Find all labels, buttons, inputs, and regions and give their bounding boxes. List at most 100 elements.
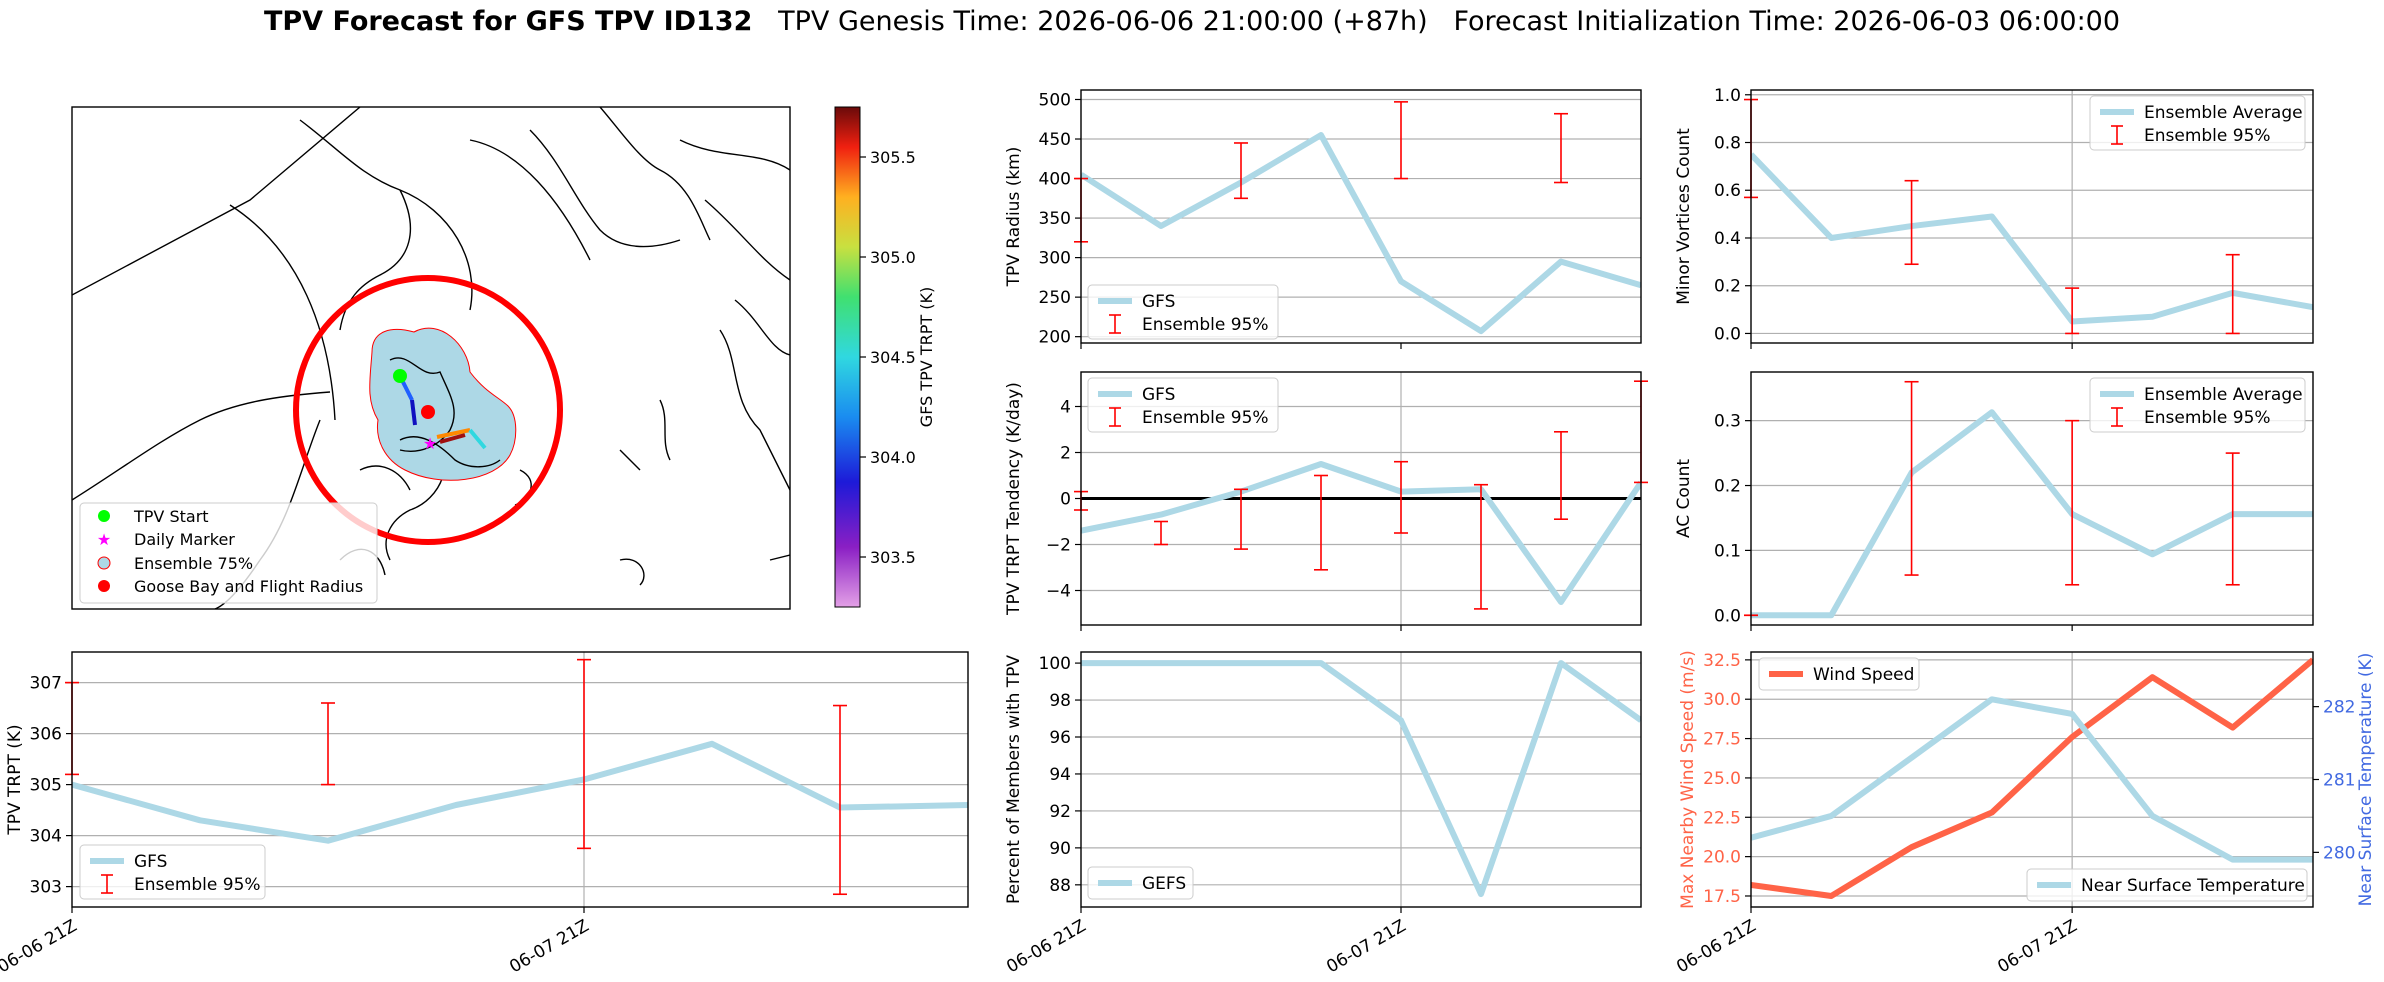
y-tick-label: 94 xyxy=(1049,765,1071,785)
legend: GFS Ensemble 95% xyxy=(1087,284,1279,340)
y-tick-label: 200 xyxy=(1039,328,1071,348)
y-right-axis-label: Near Surface Temperature (K) xyxy=(2356,653,2376,907)
x-tick-label: 06-06 21Z xyxy=(0,916,81,977)
y-tick-label: 4 xyxy=(1060,398,1071,418)
y-tick-label: 300 xyxy=(1039,249,1071,269)
axes-frame xyxy=(71,651,969,908)
legend-frame xyxy=(2089,95,2306,151)
tpv-start-marker xyxy=(393,369,407,383)
legend-frame xyxy=(1087,284,1279,340)
legend-temp: Near Surface Temperature xyxy=(2026,868,2308,902)
figure-title: TPV Forecast for GFS TPV ID132 TPV Genes… xyxy=(0,6,2384,37)
y-right-tick-label: 281 xyxy=(2323,771,2355,791)
y-tick-label: 0.3 xyxy=(1714,412,1741,432)
y-tick-label: 0.6 xyxy=(1714,181,1741,201)
series-line-0 xyxy=(1751,657,2313,899)
x-tick-label: 06-07 21Z xyxy=(1994,916,2080,977)
legend: GFS Ensemble 95% xyxy=(1087,377,1279,433)
axes-frame xyxy=(1080,651,1642,908)
y-tick-label: 98 xyxy=(1049,691,1071,711)
axes-frame xyxy=(1750,89,2314,344)
legend-frame xyxy=(79,844,266,900)
y-tick-label: 0 xyxy=(1060,490,1071,510)
series-line-0 xyxy=(1751,409,2313,619)
y-axis-label: Percent of Members with TPV xyxy=(1004,655,1024,904)
y-axis-label: TPV TRPT (K) xyxy=(5,724,25,835)
x-tick-label: 06-06 21Z xyxy=(1673,916,1759,977)
legend-goose-bay-icon xyxy=(98,580,110,592)
y-tick-label: 306 xyxy=(30,725,62,745)
legend: Ensemble Average Ensemble 95% xyxy=(2089,377,2306,433)
legend-label: Near Surface Temperature xyxy=(2081,876,2305,896)
legend-label: Ensemble 95% xyxy=(2144,408,2271,428)
y-tick-label: 303 xyxy=(30,878,62,898)
title-main: TPV Forecast for GFS TPV ID132 xyxy=(263,6,753,37)
legend-label: GFS xyxy=(134,852,167,872)
y-tick-label: 27.5 xyxy=(1703,730,1741,750)
y-tick-label: 0.2 xyxy=(1714,477,1741,497)
map-legend-item: Goose Bay and Flight Radius xyxy=(134,577,363,596)
y-tick-label: 92 xyxy=(1049,802,1071,822)
title-genesis: TPV Genesis Time: 2026-06-06 21:00:00 (+… xyxy=(778,6,1428,37)
y-tick-label: 22.5 xyxy=(1703,808,1741,828)
y-tick-label: 0.0 xyxy=(1714,606,1741,626)
chart-minor: 0.0 0.2 0.4 0.6 0.8 1.0 Minor Vortices Count En… xyxy=(1674,86,2314,349)
legend-label: GFS xyxy=(1142,385,1175,405)
legend-label: Ensemble 95% xyxy=(2144,126,2271,146)
tpv-track xyxy=(398,375,487,450)
y-axis-label: TPV Radius (km) xyxy=(1004,147,1024,288)
legend-label: Ensemble 95% xyxy=(1142,408,1269,428)
y-right-tick-label: 280 xyxy=(2323,843,2355,863)
axes-frame xyxy=(1750,371,2314,626)
map-legend-item: Daily Marker xyxy=(134,530,235,549)
y-tick-label: 100 xyxy=(1039,654,1071,674)
colorbar-tick-label: 303.5 xyxy=(870,548,916,567)
colorbar: 303.5 304.0 304.5 305.0 305.5 GFS TPV TRPT (… xyxy=(834,106,936,608)
colorbar-tick-label: 304.5 xyxy=(870,348,916,367)
y-tick-label: 500 xyxy=(1039,90,1071,110)
y-tick-label: 1.0 xyxy=(1714,86,1741,106)
y-tick-label: 30.0 xyxy=(1703,690,1741,710)
flight-radius-circle xyxy=(293,275,563,545)
y-tick-label: 96 xyxy=(1049,728,1071,748)
y-tick-label: 400 xyxy=(1039,170,1071,190)
x-tick-label: 06-06 21Z xyxy=(1003,916,1089,977)
series-line-0 xyxy=(72,740,968,844)
legend: Ensemble Average Ensemble 95% xyxy=(2089,95,2306,151)
series-line-0 xyxy=(1081,132,1641,335)
x-tick-label: 06-07 21Z xyxy=(1323,916,1409,977)
map-panel: ★ TPV Start ★ Daily Marker Ensemble 75% … xyxy=(71,106,791,610)
legend-wind: Wind Speed xyxy=(1758,657,1920,691)
y-axis-label: Minor Vortices Count xyxy=(1674,128,1694,305)
legend-label: Wind Speed xyxy=(1813,665,1914,685)
daily-marker: ★ xyxy=(423,434,437,453)
map-legend: TPV Start ★ Daily Marker Ensemble 75% Go… xyxy=(79,502,378,604)
axes-frame xyxy=(1080,89,1642,344)
y-tick-label: 2 xyxy=(1060,444,1071,464)
y-axis-label: TPV TRPT Tendency (K/day) xyxy=(1004,382,1024,616)
title-init: Forecast Initialization Time: 2026-06-03… xyxy=(1453,6,2121,37)
y-tick-label: −4 xyxy=(1046,582,1071,602)
legend-label: GFS xyxy=(1142,292,1175,312)
legend-label: GEFS xyxy=(1142,874,1186,894)
legend: GFS Ensemble 95% xyxy=(79,844,266,900)
legend: GEFS xyxy=(1087,866,1194,900)
y-tick-label: 0.2 xyxy=(1714,277,1741,297)
colorbar-label: GFS TPV TRPT (K) xyxy=(917,287,936,427)
y-tick-label: 17.5 xyxy=(1703,887,1741,907)
colorbar-tick-label: 305.5 xyxy=(870,148,916,167)
legend-label: Ensemble Average xyxy=(2144,103,2303,123)
chart-tendency: −4 −2 0 2 4 TPV TRPT Tendency (K/day) GFS Ensem… xyxy=(1004,371,1648,631)
y-tick-label: 450 xyxy=(1039,130,1071,150)
legend-label: Ensemble 95% xyxy=(1142,315,1269,335)
legend-ensemble-icon xyxy=(97,556,111,570)
y-tick-label: 90 xyxy=(1049,839,1071,859)
chart-members: 88 90 92 94 96 98 100 06-06 21Z 06-07 21Z Percent… xyxy=(1003,651,1642,977)
legend-frame xyxy=(1758,657,1920,691)
map-legend-item: Ensemble 75% xyxy=(134,554,253,573)
colorbar-tick-label: 305.0 xyxy=(870,248,916,267)
legend-star-icon: ★ xyxy=(97,530,111,549)
y-tick-label: −2 xyxy=(1046,536,1071,556)
